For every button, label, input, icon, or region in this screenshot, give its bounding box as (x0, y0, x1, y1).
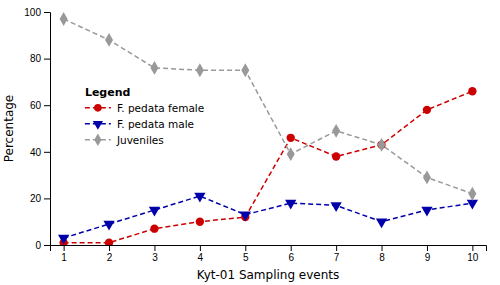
x-axis: 1 2 3 4 5 6 7 8 9 10 (51, 245, 487, 263)
y-axis-tick-mark (44, 152, 50, 153)
point (287, 147, 295, 161)
legend-item: Juveniles (85, 134, 164, 146)
point (423, 106, 431, 114)
point (468, 187, 476, 201)
y-axis-tick-mark (44, 198, 50, 199)
x-axis-tick: 10 (467, 245, 479, 263)
point (60, 12, 68, 26)
legend-symbol (93, 121, 103, 130)
y-axis-tick-label: 40 (30, 147, 42, 158)
x-axis-tick-label: 2 (107, 252, 113, 263)
series-line (64, 196, 473, 238)
x-axis-tick: 8 (379, 245, 385, 263)
y-axis-tick-label: 60 (30, 100, 42, 111)
x-axis-tick: 9 (425, 245, 431, 263)
point (240, 211, 251, 221)
y-axis-tick-label: 80 (30, 53, 42, 64)
legend-label: F. pedata male (117, 118, 194, 130)
y-axis-tick: 80 (30, 53, 50, 64)
x-axis-tick: 6 (288, 245, 294, 263)
legend-item: F. pedata male (85, 118, 194, 130)
point (287, 134, 295, 142)
y-axis-tick-mark (44, 105, 50, 106)
legend: Legend F. pedata female F. pedata male Juve… (85, 86, 204, 146)
point (423, 171, 431, 185)
x-axis-tick-mark (245, 245, 246, 251)
point (194, 193, 205, 203)
x-axis-tick-label: 9 (425, 252, 431, 263)
y-axis-tick-mark (44, 59, 50, 60)
y-axis-tick-mark (44, 245, 50, 246)
x-axis-tick-label: 10 (467, 252, 479, 263)
y-axis-tick-label: 20 (30, 193, 42, 204)
x-axis-tick: 1 (61, 245, 67, 263)
point (376, 218, 387, 228)
x-axis-tick-mark (200, 245, 201, 251)
x-axis-title: Kyt-01 Sampling events (197, 268, 340, 282)
y-axis: 0 20 40 60 80 100 (24, 7, 50, 251)
x-axis-tick-mark (109, 245, 110, 251)
point (105, 33, 113, 47)
point (241, 63, 249, 77)
y-axis-tick-mark (44, 12, 50, 13)
point (467, 200, 478, 210)
x-axis-tick-mark (64, 245, 65, 251)
legend-item: F. pedata female (85, 102, 204, 114)
series-line (64, 91, 473, 242)
x-axis-tick: 4 (198, 245, 204, 263)
legend-title: Legend (85, 86, 131, 99)
marks (58, 12, 478, 245)
x-axis-tick-label: 6 (288, 252, 294, 263)
point (150, 225, 158, 233)
x-axis-tick-mark (154, 245, 155, 251)
point (285, 200, 296, 210)
x-axis-tick-label: 8 (379, 252, 385, 263)
x-axis-tick-label: 7 (334, 252, 340, 263)
y-axis-tick: 60 (30, 100, 50, 111)
series-line (64, 19, 473, 194)
y-axis-tick-label: 0 (35, 240, 41, 251)
point (149, 207, 160, 217)
x-axis-tick: 2 (107, 245, 113, 263)
x-axis-line (51, 246, 487, 252)
x-axis-tick: 3 (152, 245, 158, 263)
point (105, 238, 113, 245)
chart: 12345678910020406080100LegendF. pedata f… (0, 0, 500, 285)
point (332, 152, 340, 160)
x-axis-tick: 5 (243, 245, 249, 263)
y-axis-tick: 100 (24, 7, 50, 18)
legend-label: Juveniles (116, 134, 164, 146)
x-axis-tick-mark (472, 245, 473, 251)
point (421, 207, 432, 217)
y-axis-tick-label: 100 (24, 7, 41, 18)
point (58, 235, 69, 245)
point (103, 221, 114, 231)
point (332, 124, 340, 138)
point (196, 218, 204, 226)
x-axis-tick: 7 (334, 245, 340, 263)
legend-symbol (94, 134, 101, 146)
y-axis-tick: 0 (35, 240, 50, 251)
x-axis-tick-mark (427, 245, 428, 251)
x-axis-tick-mark (382, 245, 383, 251)
point (378, 138, 386, 152)
x-axis-tick-mark (291, 245, 292, 251)
point (196, 63, 204, 77)
y-axis-line (44, 13, 51, 246)
legend-symbol (94, 104, 102, 112)
point (150, 61, 158, 75)
x-axis-tick-label: 3 (152, 252, 158, 263)
y-axis-title: Percentage (2, 95, 16, 163)
x-axis-tick-label: 1 (61, 252, 67, 263)
y-axis-tick: 40 (30, 147, 50, 158)
x-axis-tick-label: 5 (243, 252, 249, 263)
point (330, 202, 341, 212)
x-axis-tick-label: 4 (198, 252, 204, 263)
plot: 12345678910020406080100LegendF. pedata f… (24, 7, 486, 263)
x-axis-tick-mark (336, 245, 337, 251)
legend-label: F. pedata female (117, 102, 204, 114)
y-axis-tick: 20 (30, 193, 50, 204)
point (468, 87, 476, 95)
